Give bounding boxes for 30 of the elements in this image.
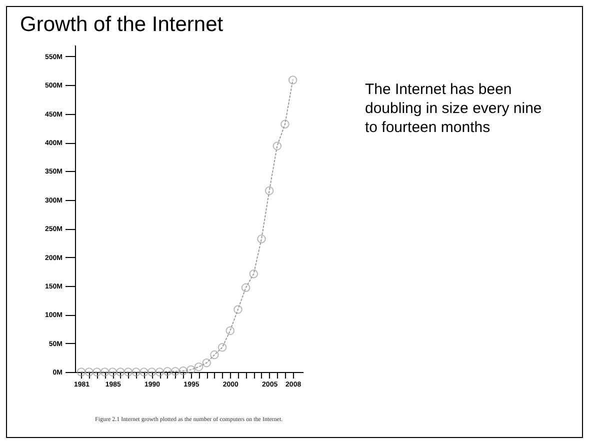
point xyxy=(132,368,140,376)
point xyxy=(108,368,117,376)
point xyxy=(264,186,274,196)
chart-title: Growth of the Internet xyxy=(20,13,224,36)
point xyxy=(140,368,148,376)
point xyxy=(155,368,164,376)
point xyxy=(202,358,211,368)
point xyxy=(288,76,298,84)
point xyxy=(280,120,290,129)
point xyxy=(194,362,204,372)
point xyxy=(272,142,282,150)
point xyxy=(186,365,196,374)
point xyxy=(257,234,266,244)
point xyxy=(241,283,250,292)
point xyxy=(226,326,235,336)
point xyxy=(234,305,242,314)
point xyxy=(249,270,258,278)
point xyxy=(100,368,110,376)
point xyxy=(170,367,180,376)
point xyxy=(124,368,133,376)
point xyxy=(116,368,125,376)
text: The Internet has been doubling in size every nine to fourteen months xyxy=(365,80,543,137)
point xyxy=(92,368,102,376)
point xyxy=(147,368,156,376)
point xyxy=(210,350,219,360)
point xyxy=(163,367,172,376)
point xyxy=(218,342,227,352)
point xyxy=(76,368,86,376)
point xyxy=(178,366,188,376)
point xyxy=(84,368,94,376)
